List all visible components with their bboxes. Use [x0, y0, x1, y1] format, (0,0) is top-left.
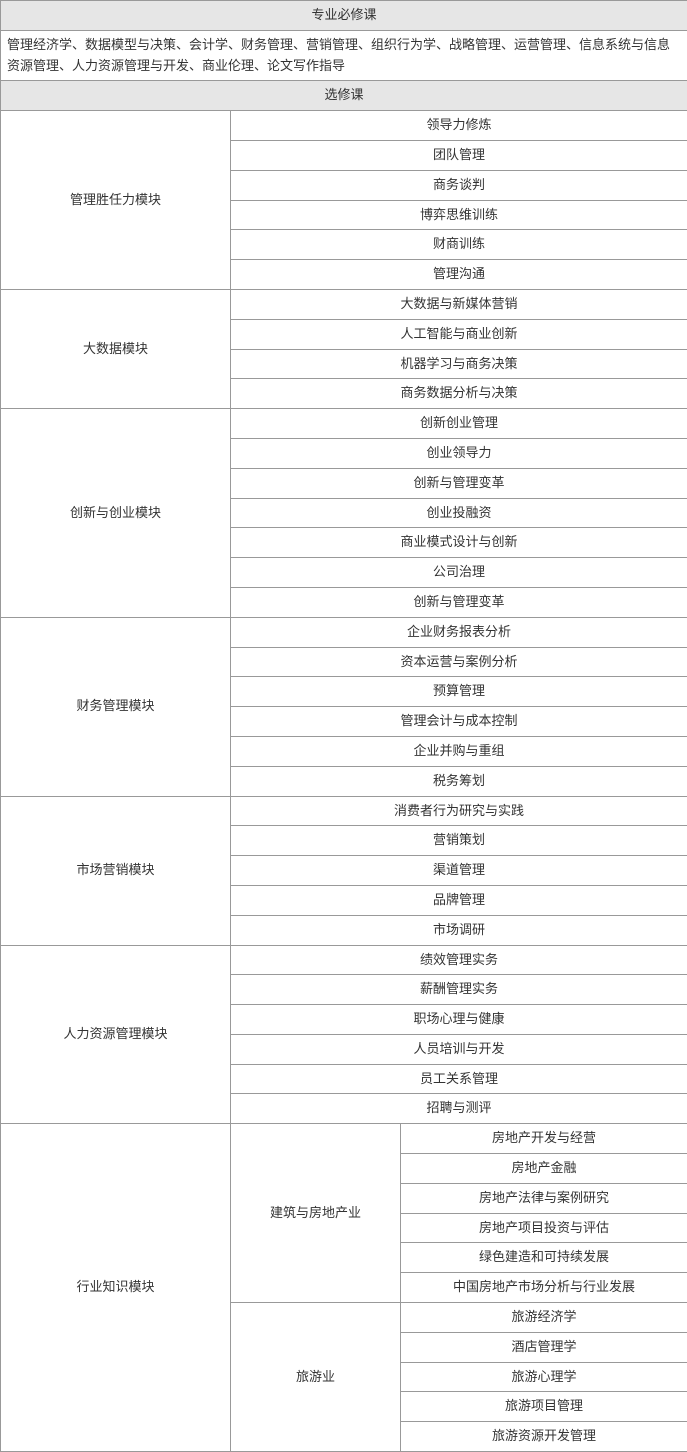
course-cell: 资本运营与案例分析: [231, 647, 687, 677]
course-cell: 职场心理与健康: [231, 1005, 687, 1035]
industry-sub-name: 旅游业: [231, 1303, 401, 1452]
course-cell: 薪酬管理实务: [231, 975, 687, 1005]
industry-module-name: 行业知识模块: [1, 1124, 231, 1452]
course-cell: 旅游项目管理: [401, 1392, 687, 1422]
course-cell: 渠道管理: [231, 856, 687, 886]
course-cell: 营销策划: [231, 826, 687, 856]
course-cell: 管理会计与成本控制: [231, 707, 687, 737]
course-cell: 商务谈判: [231, 170, 687, 200]
course-cell: 创业领导力: [231, 438, 687, 468]
course-cell: 预算管理: [231, 677, 687, 707]
course-cell: 税务筹划: [231, 766, 687, 796]
course-cell: 创新与管理变革: [231, 468, 687, 498]
course-cell: 房地产金融: [401, 1154, 687, 1184]
course-cell: 品牌管理: [231, 885, 687, 915]
course-cell: 员工关系管理: [231, 1064, 687, 1094]
course-cell: 旅游资源开发管理: [401, 1422, 687, 1452]
module-name: 大数据模块: [1, 289, 231, 408]
course-cell: 旅游心理学: [401, 1362, 687, 1392]
course-cell: 绿色建造和可持续发展: [401, 1243, 687, 1273]
course-cell: 招聘与测评: [231, 1094, 687, 1124]
course-cell: 旅游经济学: [401, 1303, 687, 1333]
industry-sub-name: 建筑与房地产业: [231, 1124, 401, 1303]
required-header: 专业必修课: [1, 1, 687, 31]
course-cell: 市场调研: [231, 915, 687, 945]
course-cell: 团队管理: [231, 140, 687, 170]
course-cell: 财商训练: [231, 230, 687, 260]
course-cell: 人工智能与商业创新: [231, 319, 687, 349]
course-cell: 创新创业管理: [231, 409, 687, 439]
course-cell: 管理沟通: [231, 260, 687, 290]
course-cell: 公司治理: [231, 558, 687, 588]
curriculum-table: 专业必修课管理经济学、数据模型与决策、会计学、财务管理、营销管理、组织行为学、战…: [0, 0, 687, 1452]
course-cell: 房地产法律与案例研究: [401, 1183, 687, 1213]
course-cell: 创新与管理变革: [231, 587, 687, 617]
module-name: 人力资源管理模块: [1, 945, 231, 1124]
course-cell: 商务数据分析与决策: [231, 379, 687, 409]
course-cell: 大数据与新媒体营销: [231, 289, 687, 319]
course-cell: 酒店管理学: [401, 1332, 687, 1362]
elective-header: 选修课: [1, 81, 687, 111]
course-cell: 房地产项目投资与评估: [401, 1213, 687, 1243]
module-name: 市场营销模块: [1, 796, 231, 945]
course-cell: 领导力修炼: [231, 111, 687, 141]
course-cell: 房地产开发与经营: [401, 1124, 687, 1154]
module-name: 管理胜任力模块: [1, 111, 231, 290]
course-cell: 人员培训与开发: [231, 1034, 687, 1064]
course-cell: 博弈思维训练: [231, 200, 687, 230]
course-cell: 中国房地产市场分析与行业发展: [401, 1273, 687, 1303]
course-cell: 绩效管理实务: [231, 945, 687, 975]
required-body: 管理经济学、数据模型与决策、会计学、财务管理、营销管理、组织行为学、战略管理、运…: [1, 30, 687, 81]
course-cell: 创业投融资: [231, 498, 687, 528]
course-cell: 企业并购与重组: [231, 736, 687, 766]
course-cell: 商业模式设计与创新: [231, 528, 687, 558]
course-cell: 企业财务报表分析: [231, 617, 687, 647]
course-cell: 机器学习与商务决策: [231, 349, 687, 379]
course-cell: 消费者行为研究与实践: [231, 796, 687, 826]
module-name: 创新与创业模块: [1, 409, 231, 618]
module-name: 财务管理模块: [1, 617, 231, 796]
